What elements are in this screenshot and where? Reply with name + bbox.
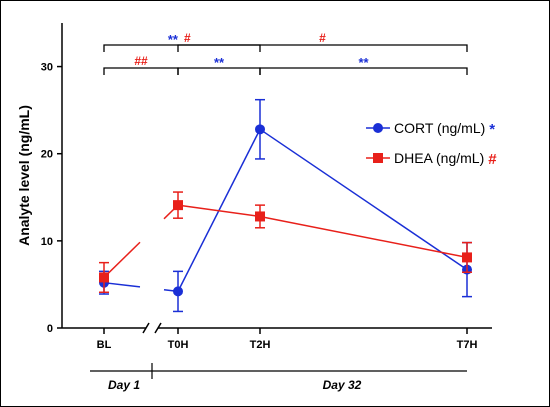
- y-tick-label: 10: [41, 236, 53, 248]
- x-tick-label: T7H: [457, 339, 478, 351]
- y-axis-title: Analyte level (ng/mL): [16, 105, 32, 246]
- legend-label: CORT (ng/mL): [394, 120, 485, 136]
- data-point-cort: [173, 286, 183, 297]
- significance-mark-cort: **: [358, 55, 369, 70]
- legend-label: DHEA (ng/mL): [394, 150, 484, 166]
- y-tick-label: 0: [47, 323, 53, 335]
- legend-significance-symbol: #: [488, 151, 497, 168]
- significance-bracket: [103, 67, 179, 75]
- data-point-dhea: [255, 211, 265, 222]
- day-label: Day 1: [108, 378, 140, 392]
- significance-mark-cort: **: [168, 32, 179, 47]
- significance-mark-dhea: #: [184, 31, 191, 45]
- series-line-segment: [103, 281, 141, 288]
- data-point-dhea: [462, 252, 472, 263]
- legend-significance-symbol: *: [489, 121, 495, 138]
- legend-marker: [373, 153, 383, 163]
- legend-marker: [373, 123, 383, 133]
- series-line-segment: [259, 215, 468, 259]
- significance-bracket: [259, 67, 468, 75]
- significance-bracket: [177, 44, 468, 52]
- significance-mark-cort: **: [214, 55, 225, 70]
- y-tick-label: 20: [41, 149, 53, 161]
- data-point-cort: [255, 124, 265, 135]
- axis-break-mark: [154, 322, 162, 334]
- significance-bracket: [103, 44, 261, 52]
- data-point-dhea: [173, 200, 183, 211]
- series-line-segment: [177, 204, 261, 218]
- series-line-segment: [103, 241, 141, 278]
- series-line-segment: [259, 128, 468, 271]
- day-label: Day 32: [323, 378, 362, 392]
- y-tick-label: 30: [41, 62, 53, 74]
- significance-mark-dhea: #: [319, 31, 326, 45]
- x-tick-label: T0H: [168, 339, 189, 351]
- data-point-dhea: [99, 272, 109, 283]
- axis-break-mark: [142, 322, 150, 334]
- x-tick-label: BL: [97, 339, 112, 351]
- x-tick-label: T2H: [250, 339, 271, 351]
- significance-mark-dhea: ##: [134, 54, 148, 68]
